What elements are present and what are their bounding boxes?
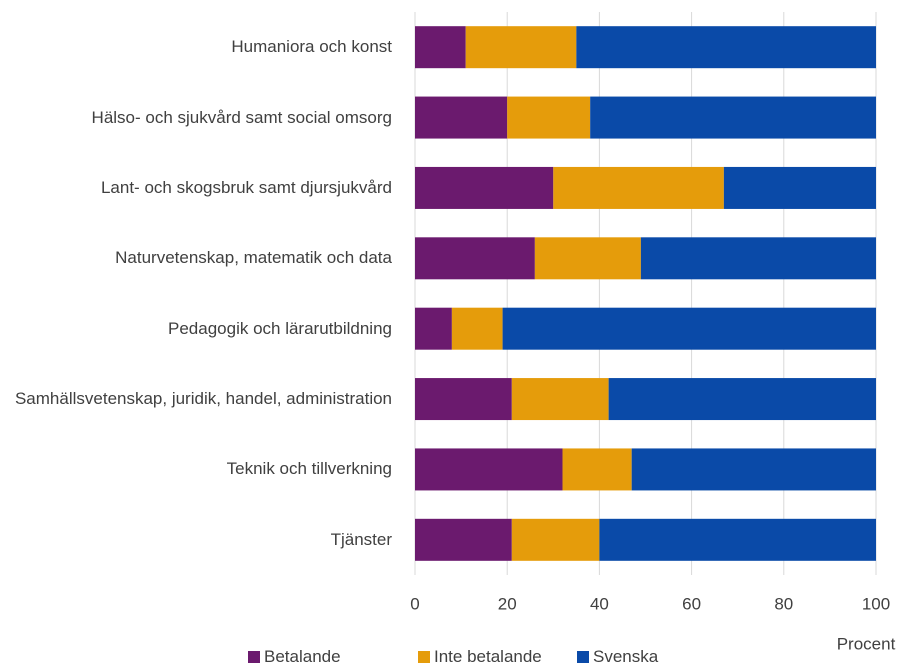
legend-label: Betalande bbox=[264, 647, 341, 666]
y-tick-label: Naturvetenskap, matematik och data bbox=[115, 248, 392, 268]
y-tick-label: Samhällsvetenskap, juridik, handel, admi… bbox=[14, 389, 392, 409]
bar-segment bbox=[562, 448, 632, 491]
category-label-row: Lant- och skogsbruk samt djursjukvård bbox=[0, 176, 392, 200]
bar-segment bbox=[723, 166, 876, 209]
x-tick-label: 80 bbox=[774, 594, 793, 613]
y-tick-label: Pedagogik och lärarutbildning bbox=[168, 318, 392, 338]
y-tick-label: Hälso- och sjukvård samt social omsorg bbox=[91, 107, 392, 127]
x-tick-label: 100 bbox=[862, 594, 890, 613]
legend-swatch bbox=[577, 651, 589, 663]
bar-segment bbox=[415, 237, 535, 280]
bar-segment bbox=[576, 26, 876, 69]
bar-segment bbox=[415, 166, 554, 209]
legend-item: Betalande bbox=[248, 647, 341, 667]
bar-segment bbox=[415, 307, 452, 350]
bar-segment bbox=[608, 378, 876, 421]
x-tick-label: 40 bbox=[590, 594, 609, 613]
legend-item: Svenska bbox=[577, 647, 658, 667]
y-tick-label: Tjänster bbox=[330, 529, 392, 549]
x-tick-label: 0 bbox=[410, 594, 419, 613]
category-label-row: Hälso- och sjukvård samt social omsorg bbox=[0, 106, 392, 130]
category-label-row: Naturvetenskap, matematik och data bbox=[0, 246, 392, 270]
category-label-row: Humaniora och konst bbox=[0, 35, 392, 59]
category-label-row: Samhällsvetenskap, juridik, handel, admi… bbox=[0, 387, 392, 411]
bar-segment bbox=[507, 96, 591, 139]
bar-segment bbox=[451, 307, 503, 350]
legend-item: Inte betalande bbox=[418, 647, 542, 667]
y-tick-label: Teknik och tillverkning bbox=[226, 459, 392, 479]
x-tick-label: 60 bbox=[682, 594, 701, 613]
x-axis-label: Procent bbox=[837, 634, 896, 653]
bar-segment bbox=[599, 518, 876, 561]
bar-segment bbox=[534, 237, 641, 280]
legend-label: Inte betalande bbox=[434, 647, 542, 666]
category-label-row: Pedagogik och lärarutbildning bbox=[0, 317, 392, 341]
bar-segment bbox=[511, 518, 600, 561]
bar-segment bbox=[502, 307, 876, 350]
legend-swatch bbox=[418, 651, 430, 663]
y-tick-label: Humaniora och konst bbox=[231, 37, 392, 57]
bar-segment bbox=[631, 448, 876, 491]
bar-segment bbox=[640, 237, 876, 280]
bar-segment bbox=[415, 448, 563, 491]
bar-segment bbox=[415, 96, 508, 139]
x-tick-label: 20 bbox=[498, 594, 517, 613]
category-label-row: Tjänster bbox=[0, 528, 392, 552]
bar-segment bbox=[415, 26, 466, 69]
legend-label: Svenska bbox=[593, 647, 659, 666]
bar-segment bbox=[553, 166, 724, 209]
bar-segment bbox=[415, 518, 512, 561]
bar-segment bbox=[415, 378, 512, 421]
bar-segment bbox=[511, 378, 609, 421]
category-label-row: Teknik och tillverkning bbox=[0, 457, 392, 481]
bar-segment bbox=[465, 26, 577, 69]
legend-swatch bbox=[248, 651, 260, 663]
y-tick-label: Lant- och skogsbruk samt djursjukvård bbox=[100, 177, 392, 197]
bar-segment bbox=[590, 96, 876, 139]
